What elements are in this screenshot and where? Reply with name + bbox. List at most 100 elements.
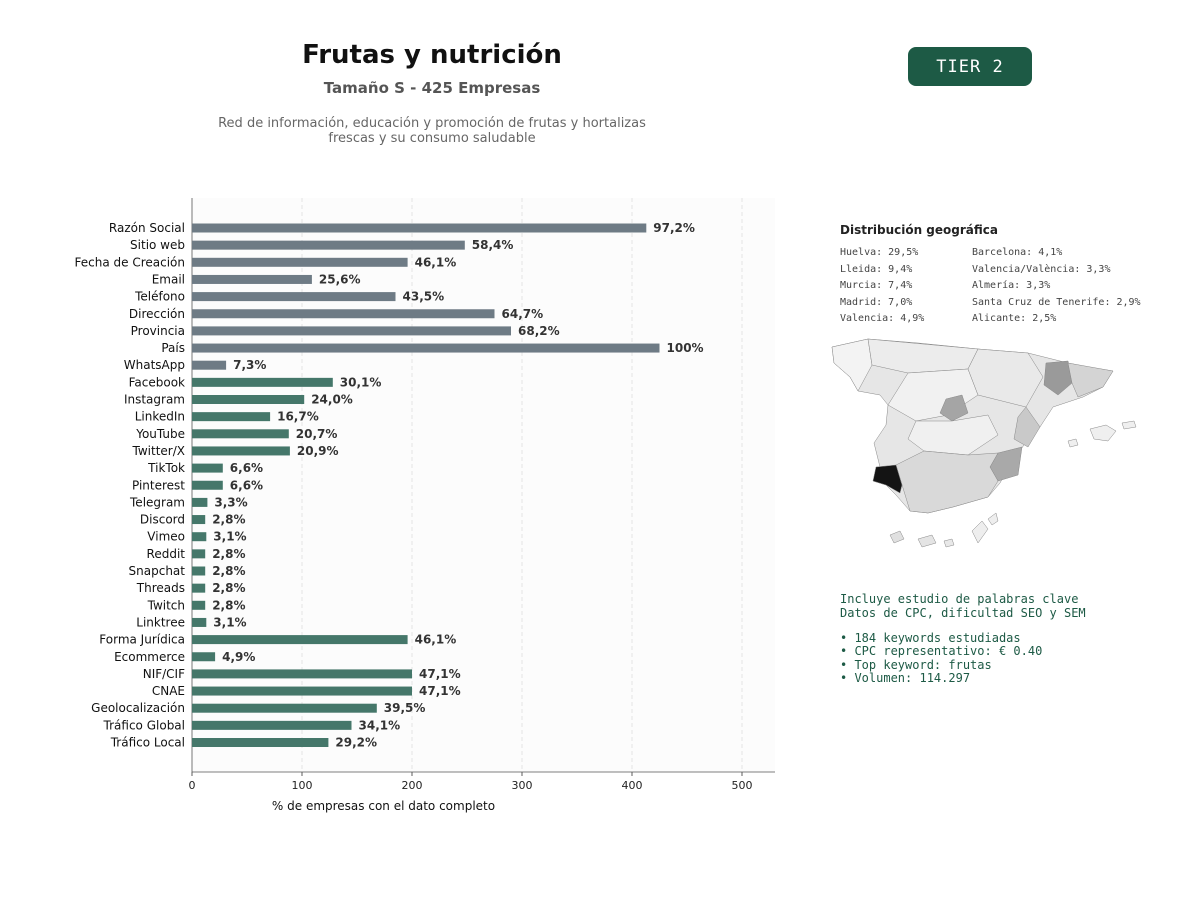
data-label: 20,7% bbox=[296, 427, 338, 441]
category-label: Snapchat bbox=[129, 564, 186, 578]
bar bbox=[192, 566, 206, 576]
data-label: 29,2% bbox=[335, 736, 377, 750]
category-label: Pinterest bbox=[132, 478, 185, 492]
map-canary-4 bbox=[971, 520, 989, 544]
map-region-valencia bbox=[1013, 406, 1041, 448]
keyword-bullet: • Volumen: 114.297 bbox=[840, 670, 971, 685]
category-label: LinkedIn bbox=[135, 410, 185, 424]
category-label: NIF/CIF bbox=[143, 667, 185, 681]
category-label: Instagram bbox=[124, 393, 185, 407]
description-line-2: frescas y su consumo saludable bbox=[328, 131, 536, 146]
map-mallorca bbox=[1089, 424, 1117, 442]
map-canary-3 bbox=[943, 538, 955, 548]
data-label: 3,3% bbox=[214, 495, 247, 509]
data-label: 24,0% bbox=[311, 393, 353, 407]
bar bbox=[192, 738, 329, 747]
category-label: Facebook bbox=[129, 375, 185, 389]
data-label: 2,8% bbox=[212, 564, 245, 578]
bar bbox=[192, 309, 495, 319]
map-canary-2 bbox=[917, 534, 937, 548]
bar bbox=[192, 686, 412, 696]
data-label: 39,5% bbox=[384, 701, 426, 715]
data-label: 2,8% bbox=[212, 513, 245, 527]
bar bbox=[192, 326, 511, 336]
data-label: 3,1% bbox=[213, 615, 246, 629]
map-region-catalonia bbox=[1067, 362, 1114, 398]
bar bbox=[192, 583, 206, 593]
description-line-1: Red de información, educación y promoció… bbox=[218, 116, 646, 131]
x-tick-label: 400 bbox=[622, 779, 643, 792]
geo-item: Barcelona: 4,1% bbox=[972, 247, 1063, 258]
category-label: WhatsApp bbox=[124, 358, 185, 372]
bar bbox=[192, 223, 647, 233]
category-label: Email bbox=[152, 272, 185, 286]
x-tick-label: 300 bbox=[512, 779, 533, 792]
bar bbox=[192, 549, 206, 559]
data-label: 46,1% bbox=[415, 633, 457, 647]
x-axis-label: % de empresas con el dato completo bbox=[272, 799, 495, 813]
category-label: Sitio web bbox=[130, 238, 185, 252]
map-region-andalucia bbox=[895, 450, 999, 514]
category-label: Telegram bbox=[129, 495, 185, 509]
bar bbox=[192, 480, 223, 490]
bar bbox=[192, 292, 396, 302]
category-label: Fecha de Creación bbox=[75, 255, 185, 269]
map-region-madrid bbox=[939, 394, 969, 422]
data-label: 25,6% bbox=[319, 272, 361, 286]
bar bbox=[192, 429, 289, 439]
category-label: Provincia bbox=[131, 324, 185, 338]
geo-item: Huelva: 29,5% bbox=[840, 247, 919, 258]
category-label: Tráfico Local bbox=[110, 736, 185, 750]
bar bbox=[192, 274, 312, 284]
x-tick-label: 100 bbox=[292, 779, 313, 792]
map-menorca bbox=[1121, 420, 1137, 430]
geo-item: Madrid: 7,0% bbox=[840, 296, 913, 308]
bar bbox=[192, 669, 412, 679]
map-canary-1 bbox=[889, 530, 905, 544]
geo-item: Almería: 3,3% bbox=[972, 280, 1051, 291]
bar bbox=[192, 395, 305, 404]
tier-badge: TIER 2 bbox=[908, 47, 1032, 86]
page-subtitle: Tamaño S - 425 Empresas bbox=[323, 79, 541, 97]
data-label: 6,6% bbox=[230, 461, 263, 475]
bar bbox=[192, 703, 377, 713]
bar bbox=[192, 412, 271, 422]
map-region-lleida bbox=[1043, 360, 1073, 396]
category-label: Razón Social bbox=[109, 221, 185, 235]
data-label: 4,9% bbox=[222, 650, 255, 664]
map-region-north bbox=[867, 338, 979, 374]
category-label: País bbox=[161, 341, 185, 355]
data-label: 47,1% bbox=[419, 667, 461, 681]
data-label: 2,8% bbox=[212, 581, 245, 595]
data-label: 6,6% bbox=[230, 478, 263, 492]
data-label: 20,9% bbox=[297, 444, 339, 458]
data-label: 7,3% bbox=[233, 358, 266, 372]
plot-area bbox=[192, 198, 775, 772]
category-label: Threads bbox=[136, 581, 185, 595]
category-label: Reddit bbox=[147, 547, 186, 561]
data-label: 2,8% bbox=[212, 547, 245, 561]
category-label: Teléfono bbox=[134, 290, 185, 304]
category-label: TikTok bbox=[147, 461, 185, 475]
category-label: Ecommerce bbox=[114, 650, 185, 664]
keyword-bullet: • 184 keywords estudiadas bbox=[840, 631, 1021, 645]
data-label: 97,2% bbox=[653, 221, 695, 235]
page-title: Frutas y nutrición bbox=[302, 40, 562, 70]
data-label: 47,1% bbox=[419, 684, 461, 698]
bar bbox=[192, 446, 290, 456]
bar bbox=[192, 257, 408, 267]
bar bbox=[192, 240, 465, 250]
category-label: CNAE bbox=[152, 684, 185, 698]
data-label: 58,4% bbox=[472, 238, 514, 252]
bar bbox=[192, 463, 223, 473]
data-label: 68,2% bbox=[518, 324, 560, 338]
geo-item: Murcia: 7,4% bbox=[840, 280, 913, 291]
map-region-center bbox=[907, 414, 999, 456]
bar bbox=[192, 652, 216, 662]
bar bbox=[192, 497, 208, 507]
category-label: Forma Jurídica bbox=[99, 633, 185, 647]
keyword-bullet: • CPC representativo: € 0.40 bbox=[840, 644, 1043, 659]
spain-map bbox=[831, 338, 1137, 548]
category-label: Tráfico Global bbox=[103, 718, 185, 732]
bar bbox=[192, 343, 660, 353]
